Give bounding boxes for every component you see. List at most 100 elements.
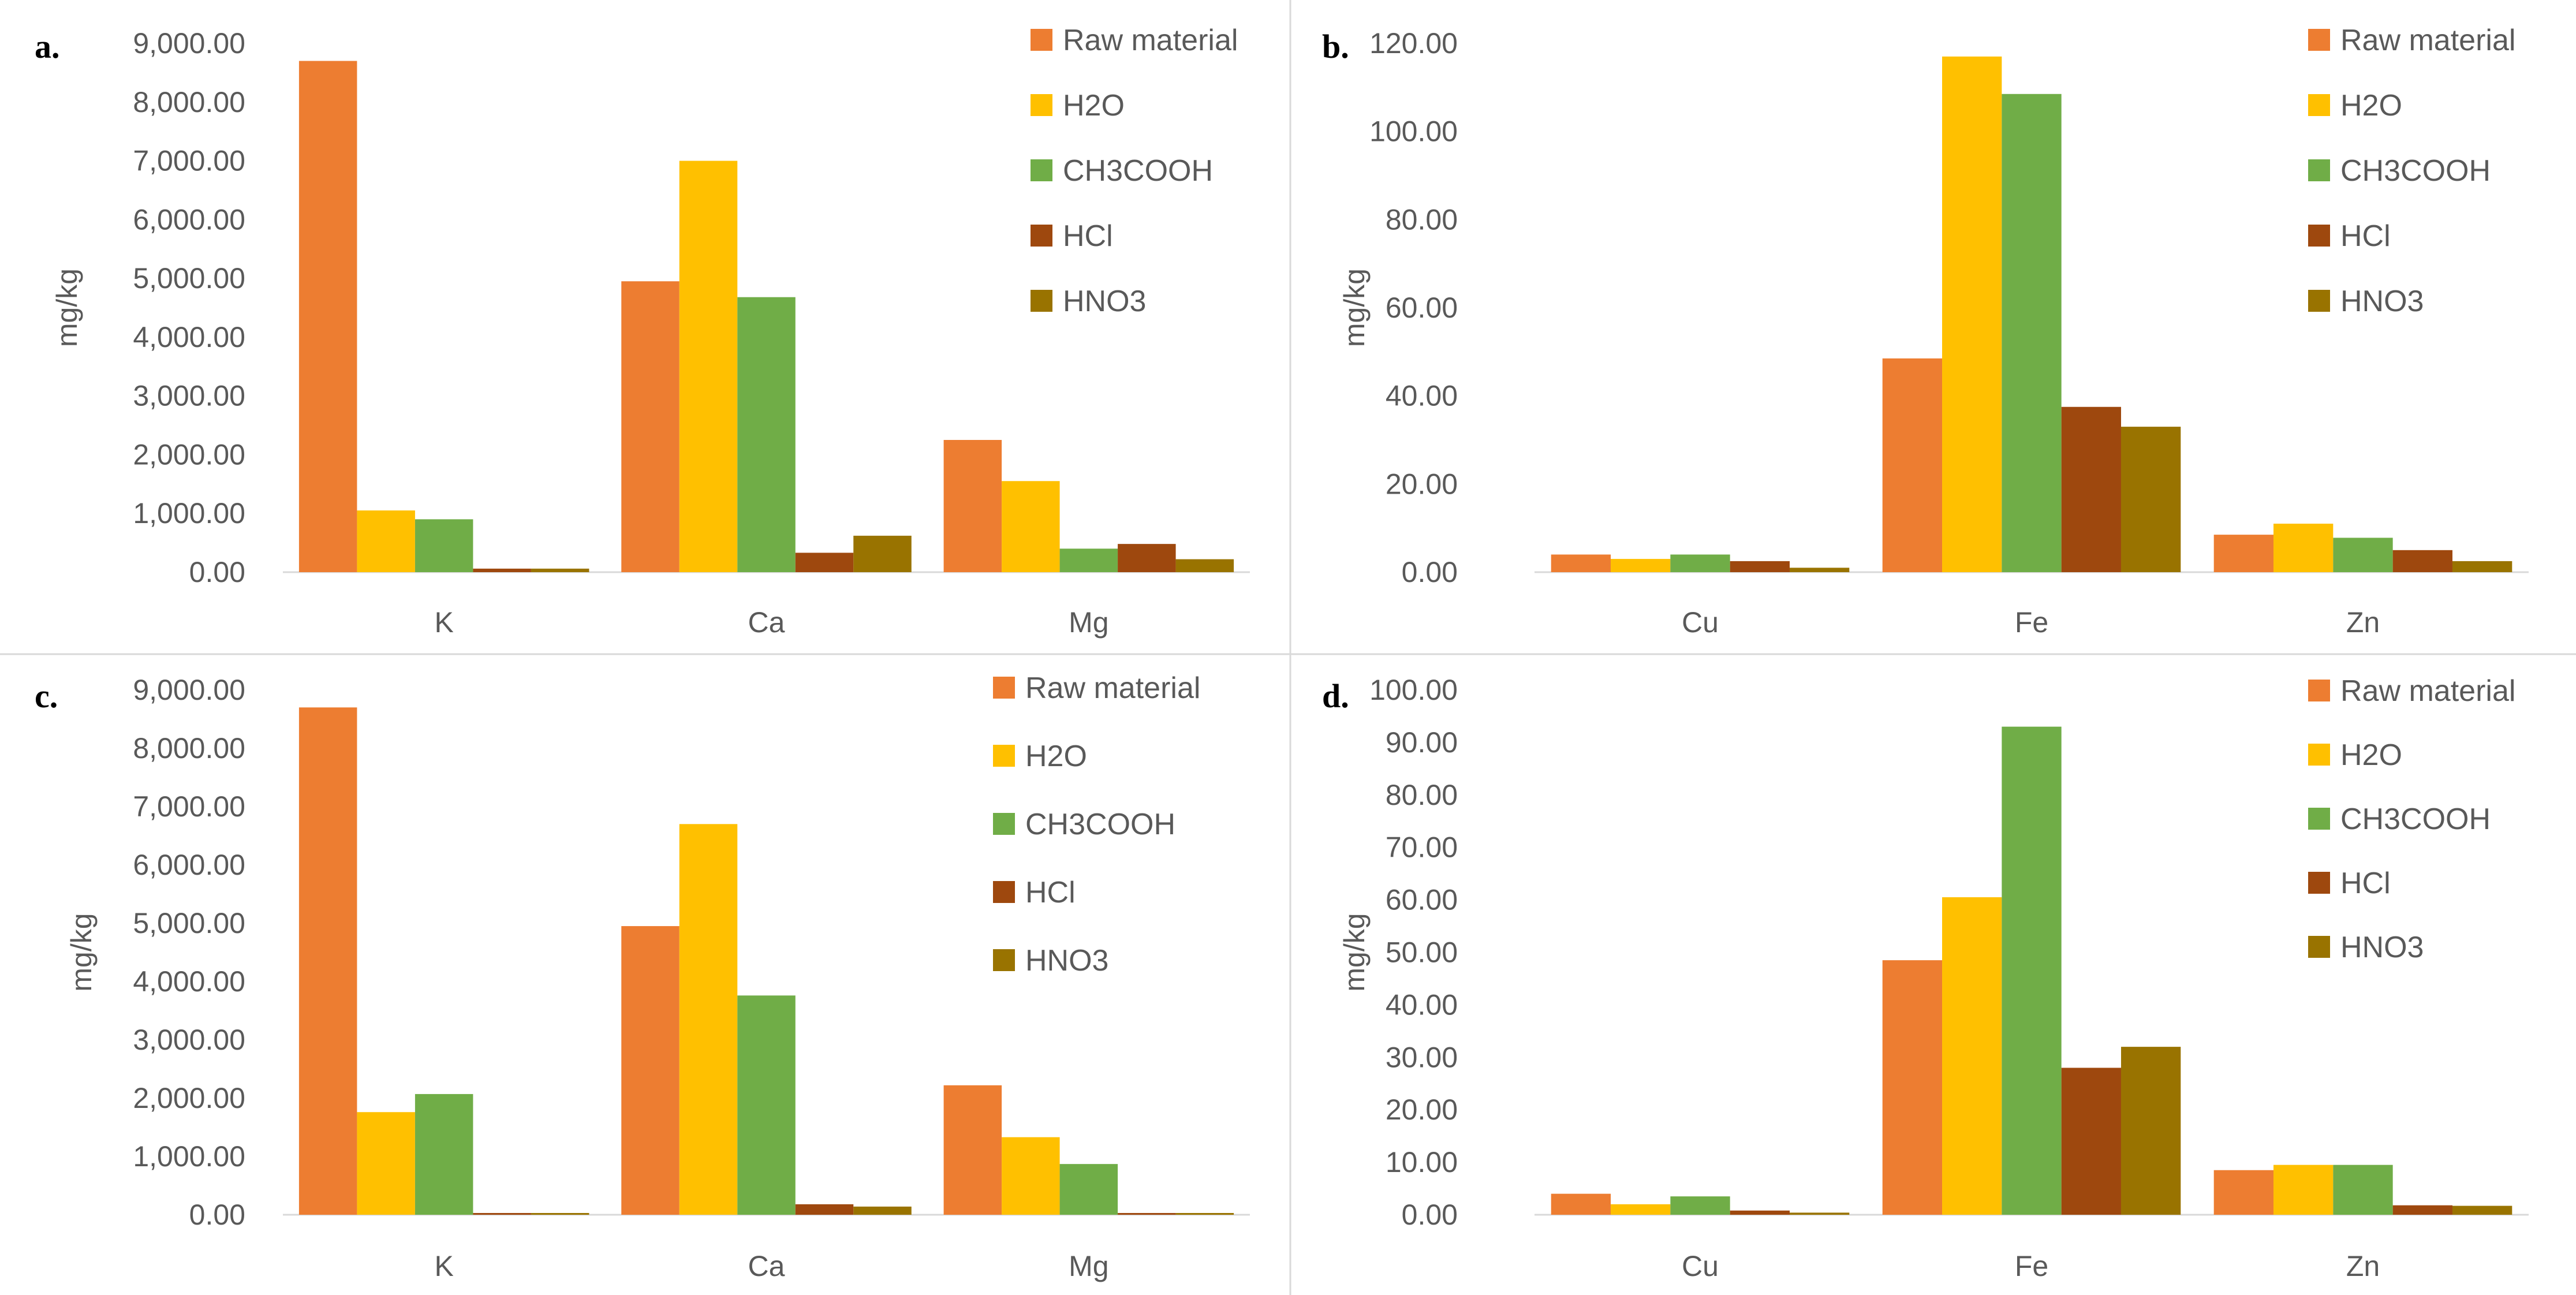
bar-mg-series-1 [1002,481,1060,572]
y-tick-label: 3,000.00 [133,1024,245,1056]
bar-zn-series-0 [2213,535,2274,572]
bar-cu-series-4 [1789,1212,1850,1215]
legend-swatch [993,677,1015,699]
y-tick-label: 4,000.00 [133,321,245,353]
y-tick-label: 6,000.00 [133,849,245,881]
x-category-label: Cu [1682,1250,1719,1282]
bar-cu-series-3 [1730,561,1790,572]
x-category-label: Zn [2346,606,2380,639]
y-tick-label: 7,000.00 [133,145,245,177]
legend-swatch [2308,159,2330,181]
y-tick-label: 40.00 [1386,380,1458,412]
legend-swatch [2308,290,2330,312]
legend-swatch [993,949,1015,971]
y-tick-label: 5,000.00 [133,907,245,939]
bar-fe-series-3 [2061,1068,2121,1215]
bar-ca-series-1 [679,824,738,1215]
chart-panel-3: d. mg/kg 0.00 10.00 20.00 30.00 40.00 50.00 60.0… [1322,674,2529,1282]
bar-zn-series-3 [2392,550,2452,572]
legend-label: HCl [1025,876,1076,909]
legend-label: Raw material [2340,674,2515,708]
legend-label: HCl [2340,867,2391,900]
legend-label: H2O [1025,740,1087,773]
x-category-label: Cu [1682,606,1719,639]
bar-k-series-1 [357,1112,415,1215]
y-tick-label: 20.00 [1386,468,1458,500]
y-tick-label: 2,000.00 [133,438,245,471]
legend-label: HCl [1063,219,1113,253]
bar-ca-series-1 [679,161,738,572]
y-tick-label: 3,000.00 [133,380,245,412]
bar-ca-series-3 [795,553,854,572]
chart-panel-1: b. mg/kg 0.00 20.00 40.00 60.00 80.00 100.00 120… [1322,24,2529,639]
y-tick-label: 9,000.00 [133,674,245,706]
y-axis-label: mg/kg [1338,268,1371,347]
x-category-label: Ca [748,606,785,639]
x-category-label: Mg [1069,606,1108,639]
y-tick-label: 8,000.00 [133,86,245,118]
y-tick-label: 0.00 [1402,1199,1458,1231]
legend-label: CH3COOH [1063,154,1213,188]
bar-k-series-2 [415,1094,473,1215]
bar-fe-series-2 [2002,726,2062,1215]
y-axis-label: mg/kg [65,913,98,991]
legend-swatch [993,745,1015,767]
x-category-label: Fe [2015,1250,2048,1282]
bar-cu-series-2 [1670,1196,1730,1215]
bar-zn-series-3 [2392,1205,2452,1215]
legend-label: H2O [2340,89,2402,122]
bar-fe-series-4 [2120,427,2181,572]
bar-fe-series-2 [2002,94,2062,573]
bar-cu-series-1 [1611,559,1671,572]
legend-label: Raw material [1063,24,1238,57]
bar-ca-series-0 [621,926,680,1215]
bar-zn-series-1 [2273,524,2334,572]
bar-cu-series-0 [1551,554,1611,572]
bar-mg-series-1 [1002,1137,1060,1215]
legend-label: CH3COOH [1025,808,1175,841]
y-tick-label: 50.00 [1386,936,1458,969]
legend-swatch [1031,225,1052,247]
y-tick-label: 70.00 [1386,831,1458,864]
legend-swatch [2308,225,2330,247]
y-axis-label: mg/kg [51,268,83,347]
legend-label: HNO3 [2340,285,2424,318]
y-tick-label: 80.00 [1386,203,1458,236]
bar-fe-series-4 [2120,1047,2181,1215]
y-tick-label: 7,000.00 [133,790,245,823]
bar-mg-series-4 [1175,1212,1234,1215]
panel-label: c. [35,677,58,715]
x-category-label: K [434,1250,453,1282]
bar-ca-series-0 [621,281,680,572]
legend-swatch [2308,872,2330,894]
y-tick-label: 0.00 [1402,556,1458,588]
legend-label: HNO3 [2340,931,2424,964]
chart-panel-0: a. mg/kg 0.00 1,000.00 2,000.00 3,000.00 4,000… [35,24,1250,639]
bar-k-series-3 [473,568,531,572]
legend-swatch [1031,94,1052,116]
x-category-label: Zn [2346,1250,2380,1282]
x-category-label: K [434,606,453,639]
y-tick-label: 80.00 [1386,779,1458,811]
bar-mg-series-3 [1118,544,1176,572]
legend-label: Raw material [2340,24,2515,57]
bar-fe-series-0 [1882,358,1943,572]
panel-label: d. [1322,677,1349,715]
bar-mg-series-0 [943,1085,1002,1215]
x-category-label: Mg [1069,1250,1108,1282]
bar-cu-series-2 [1670,554,1730,572]
y-tick-label: 8,000.00 [133,732,245,764]
legend-label: CH3COOH [2340,803,2491,836]
bar-mg-series-0 [943,440,1002,572]
bar-k-series-2 [415,519,473,572]
bar-ca-series-3 [795,1204,854,1215]
bar-fe-series-1 [1942,56,2002,572]
legend-label: CH3COOH [2340,154,2491,188]
bar-k-series-0 [298,61,357,573]
legend-swatch [993,881,1015,903]
bar-k-series-4 [531,568,589,572]
bar-mg-series-4 [1175,559,1234,572]
legend-swatch [2308,936,2330,958]
